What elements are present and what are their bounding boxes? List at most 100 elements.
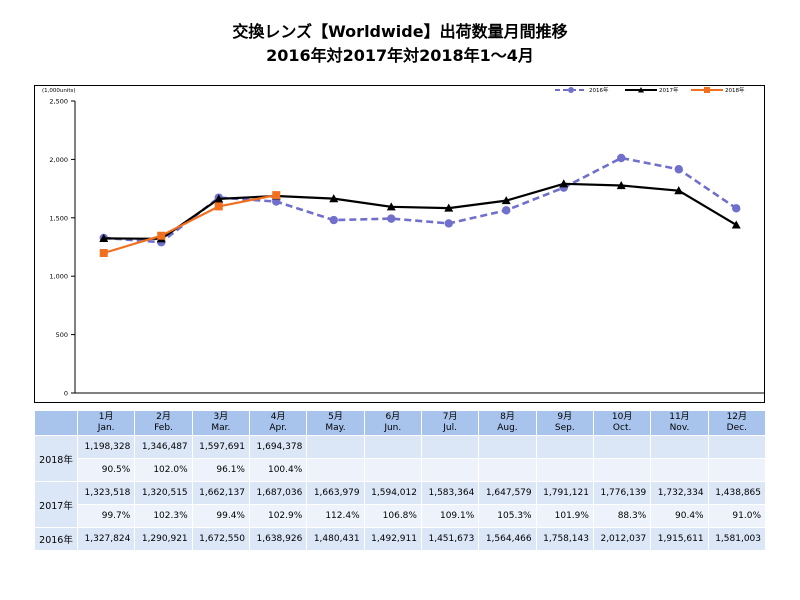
table-month-header: 7月 Jul. <box>420 410 480 436</box>
table-ratio-cell: 90.4% <box>650 504 709 528</box>
table-value-cell: 1,492,911 <box>363 527 422 551</box>
table-value-cell <box>650 435 709 459</box>
data-point-triangle <box>501 196 511 205</box>
table-value-cell: 2,012,037 <box>592 527 652 551</box>
month-en: Oct. <box>612 423 632 433</box>
chart-frame <box>34 85 765 403</box>
data-point-triangle <box>386 202 396 211</box>
line-chart: 0 500 1,000 1,500 2,000 2,500 (1,000units) 2016… <box>42 86 765 398</box>
data-point-triangle <box>99 233 109 243</box>
table-value-cell: 1,564,466 <box>478 527 537 551</box>
month-jp: 11月 <box>669 412 690 422</box>
data-point-square <box>157 231 166 240</box>
month-jp: 9月 <box>557 412 573 422</box>
data-point-triangle <box>616 181 626 190</box>
series-line-2 <box>103 182 737 240</box>
table-ratio-cell <box>420 458 480 482</box>
table-month-header: 6月 Jun. <box>363 410 422 436</box>
table-month-header: 4月 Apr. <box>248 410 308 436</box>
table-value-cell: 1,480,431 <box>306 527 365 551</box>
month-jp: 1月 <box>98 412 114 422</box>
unit-label: (1,000units) <box>42 88 76 94</box>
table-ratio-cell: 106.8% <box>363 504 422 528</box>
month-en: Aug. <box>497 423 518 433</box>
data-point-triangle <box>214 194 224 203</box>
table-month-header: 1月 Jan. <box>76 410 136 436</box>
month-jp: 3月 <box>213 412 229 422</box>
data-point-circle <box>502 206 511 215</box>
table-ratio-cell: 101.9% <box>535 504 594 528</box>
table-value-cell: 1,758,143 <box>535 527 594 551</box>
table-value-cell <box>592 435 652 459</box>
data-point-triangle <box>444 203 454 212</box>
month-en: Jul. <box>443 423 457 433</box>
table-value-cell: 1,320,515 <box>134 481 193 505</box>
table-ratio-cell <box>306 458 365 482</box>
table-ratio-cell: 109.1% <box>420 504 480 528</box>
table-value-cell: 1,583,364 <box>420 481 480 505</box>
legend-label: 2018年 <box>725 86 745 94</box>
table-ratio-cell: 90.5% <box>76 458 136 482</box>
table-ratio-cell <box>363 458 422 482</box>
data-point-circle <box>387 214 396 223</box>
series-line-1 <box>103 156 738 244</box>
table-ratio-cell: 105.3% <box>478 504 537 528</box>
month-en: Mar. <box>211 423 231 433</box>
table-value-cell: 1,915,611 <box>650 527 709 551</box>
legend-marker <box>704 87 710 93</box>
table-ratio-cell: 102.9% <box>248 504 308 528</box>
month-en: Jan. <box>97 423 115 433</box>
legend-marker <box>568 87 574 93</box>
data-point-circle <box>329 215 338 225</box>
data-point-square <box>214 202 223 211</box>
table-value-cell <box>363 435 422 459</box>
table-value-cell: 1,323,518 <box>76 481 136 505</box>
table-value-cell: 1,687,036 <box>248 481 308 505</box>
table-ratio-cell: 88.3% <box>592 504 652 528</box>
table-month-header: 8月 Aug. <box>478 410 537 436</box>
y-tick-label: 2,000 <box>49 156 68 164</box>
table-value-cell: 1,451,673 <box>420 527 480 551</box>
table-ratio-cell: 112.4% <box>306 504 365 528</box>
month-jp: 2月 <box>156 412 171 422</box>
table-ratio-cell: 102.0% <box>134 458 193 482</box>
table-value-cell: 1,694,378 <box>248 435 308 459</box>
table-value-cell: 1,581,003 <box>707 527 767 551</box>
month-jp: 5月 <box>328 412 343 422</box>
table-value-cell: 1,672,550 <box>191 527 250 551</box>
table-value-cell: 1,732,334 <box>650 481 709 505</box>
legend-label: 2016年 <box>589 86 609 94</box>
table-value-cell: 1,597,691 <box>191 435 250 459</box>
month-jp: 10月 <box>611 412 633 422</box>
data-point-triangle <box>674 186 684 195</box>
table-ratio-cell: 102.3% <box>134 504 193 528</box>
table-month-header: 5月 May. <box>306 410 365 436</box>
data-point-circle <box>617 153 626 163</box>
series-line-3 <box>103 194 277 255</box>
month-jp: 4月 <box>270 412 286 422</box>
table-value-cell <box>707 435 767 459</box>
y-tick-label: 1,500 <box>49 214 68 222</box>
table-value-cell <box>478 435 537 459</box>
table-value-cell: 1,638,926 <box>248 527 308 551</box>
data-table: 1月 Jan. 2月 Feb. 3月 Mar. 4月 Apr. 5月 May. 6月 Jun. 7月 Ju… <box>34 410 767 551</box>
table-ratio-cell <box>650 458 709 482</box>
month-jp: 6月 <box>385 412 401 422</box>
table-row-label: 2018年 <box>34 435 78 482</box>
table-ratio-cell: 99.7% <box>76 504 136 528</box>
table-ratio-cell: 99.4% <box>191 504 250 528</box>
month-en: Feb. <box>154 423 173 433</box>
table-value-cell: 1,438,865 <box>707 481 767 505</box>
month-en: Jun. <box>384 423 402 433</box>
table-ratio-cell: 96.1% <box>191 458 250 482</box>
table-value-cell: 1,290,921 <box>134 527 193 551</box>
table-value-cell: 1,198,328 <box>76 435 136 459</box>
table-month-header: 3月 Mar. <box>191 410 250 436</box>
chart-subtitle: 2016年対2017年対2018年1～4月 <box>266 46 534 65</box>
table-value-cell: 1,327,824 <box>76 527 136 551</box>
table-value-cell: 1,346,487 <box>134 435 193 459</box>
table-value-cell: 1,647,579 <box>478 481 537 505</box>
month-en: May. <box>325 423 346 433</box>
data-point-circle <box>444 219 453 228</box>
y-tick-label: 0 <box>64 390 68 398</box>
